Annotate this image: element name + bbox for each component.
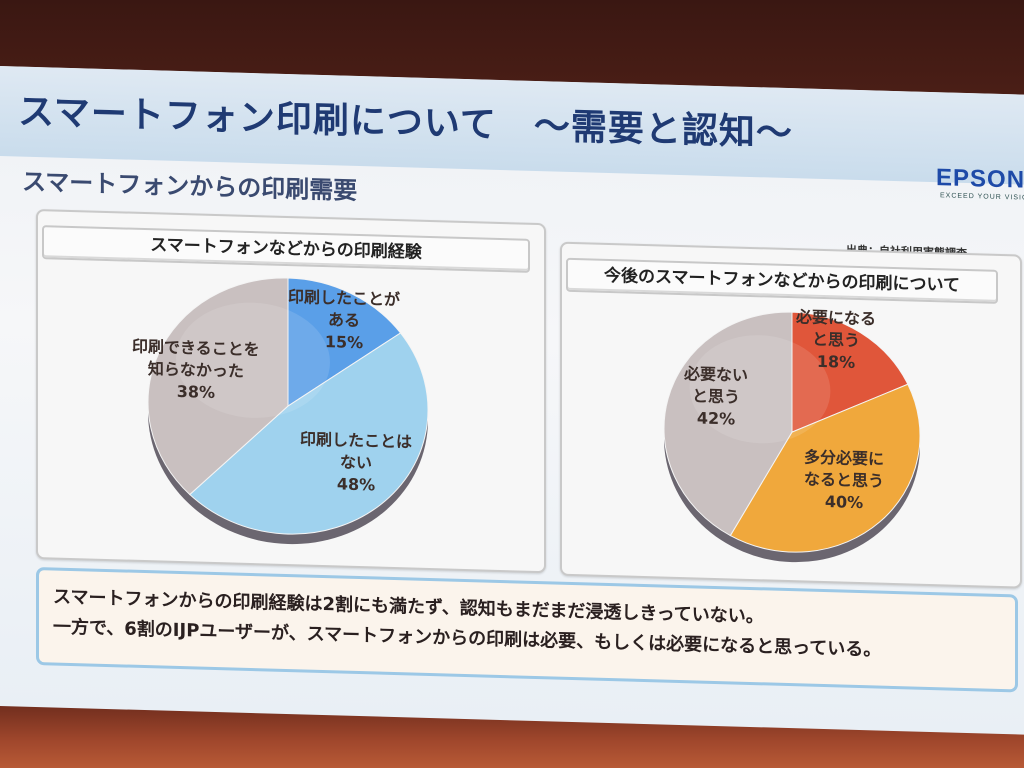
pie-slice-0 [791, 311, 909, 433]
presentation-slide: スマートフォン印刷について ～需要と認知～ EPSON EXCEED YOUR … [0, 66, 1024, 735]
pie-slice-1 [189, 332, 429, 535]
pie-chart-right [663, 311, 921, 563]
chart-panel-left: スマートフォンなどからの印刷経験 印刷したことが ある 15% 印刷したことは ない 4… [36, 209, 546, 574]
pie-highlight [176, 302, 330, 418]
summary-box: スマートフォンからの印刷経験は2割にも満たず、認知もまだまだ浸透しきっていない。… [36, 567, 1018, 693]
chart-title-left: スマートフォンなどからの印刷経験 [42, 225, 530, 273]
pie-slice-0 [287, 277, 402, 407]
brand-tagline: EXCEED YOUR VISION [940, 192, 1024, 202]
pie-chart-left [147, 277, 429, 545]
chart-panel-right: 今後のスマートフォンなどからの印刷について 必要になる と思う 18% 多分必要にな… [560, 241, 1022, 589]
slide-subtitle: スマートフォンからの印刷需要 [22, 167, 358, 205]
slice-label-unaware: 印刷できることを 知らなかった 38% [132, 336, 260, 403]
slice-label-experienced: 印刷したことが ある 15% [288, 287, 401, 353]
pie-slice-2 [663, 311, 793, 537]
slice-label-not-needed: 必要ない と思う 42% [684, 364, 749, 429]
slice-label-needed: 必要になる と思う 18% [796, 307, 877, 372]
pie-slice-2 [147, 277, 289, 496]
pie-highlight [689, 335, 831, 444]
slice-label-maybe-needed: 多分必要に なると思う 40% [804, 447, 885, 513]
pie-slice-1 [729, 383, 921, 553]
slice-label-not-experienced: 印刷したことは ない 48% [300, 429, 413, 495]
brand-logo: EPSON [936, 164, 1024, 194]
